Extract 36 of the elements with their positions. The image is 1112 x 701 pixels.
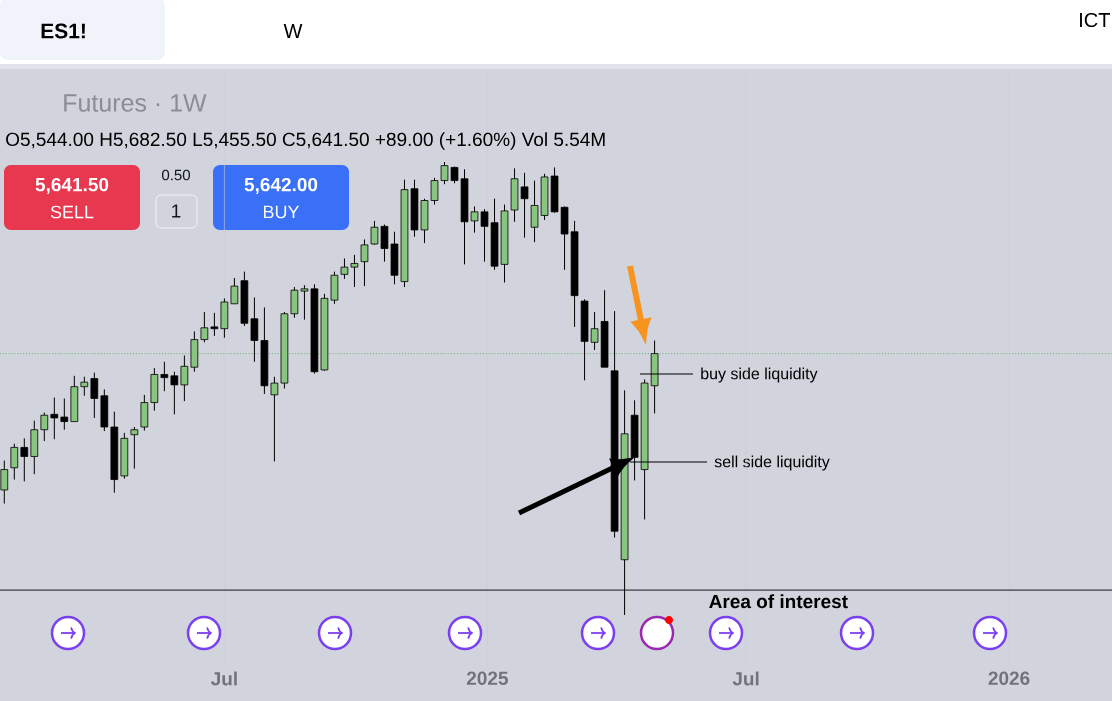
x-tick-label: 2026: [988, 671, 1030, 685]
candlestick: [180, 354, 189, 402]
x-tick-label: Jul: [732, 671, 759, 686]
candlestick: [130, 426, 139, 470]
candlestick: [0, 460, 9, 505]
candlestick: [20, 437, 29, 482]
candlestick: [360, 238, 369, 287]
annotation: 5,641.50: [35, 177, 109, 195]
annotation: 5,642.00: [244, 177, 318, 195]
annotation: 1: [172, 204, 181, 218]
chart-subtitle: O5,544.00 H5,682.50 L5,455.50 C5,641.50 +89.00 (+1.60%) Vol 5.54M: [6, 132, 605, 150]
candlestick: [40, 412, 49, 442]
candlestick: [10, 443, 19, 481]
text: W: [283, 24, 303, 38]
text: ICT: [1080, 12, 1110, 28]
annotation: SELL: [50, 205, 94, 219]
candlestick: [250, 296, 259, 363]
annotation: buy side liquidity: [701, 367, 818, 383]
candlestick: [270, 376, 279, 462]
x-tick-label: 2025: [466, 671, 508, 685]
candlestick: [200, 311, 209, 343]
x-tick-label: Jul: [210, 671, 237, 686]
annotation: sell side liquidity: [714, 455, 830, 471]
candlestick: [90, 372, 99, 419]
candlestick: [160, 361, 169, 392]
candlestick: [210, 312, 219, 337]
ref-line-label: Area of interest: [709, 594, 848, 609]
candlestick: [230, 277, 239, 305]
annotation: BUY: [263, 205, 300, 219]
candlestick: [80, 376, 89, 397]
candlestick: [170, 371, 179, 415]
candlestick: [60, 397, 69, 431]
text: ES1!: [41, 23, 85, 39]
candlestick: [50, 397, 59, 440]
chart-title: Futures · 1W: [64, 94, 207, 112]
annotation: 0.50: [162, 169, 191, 181]
